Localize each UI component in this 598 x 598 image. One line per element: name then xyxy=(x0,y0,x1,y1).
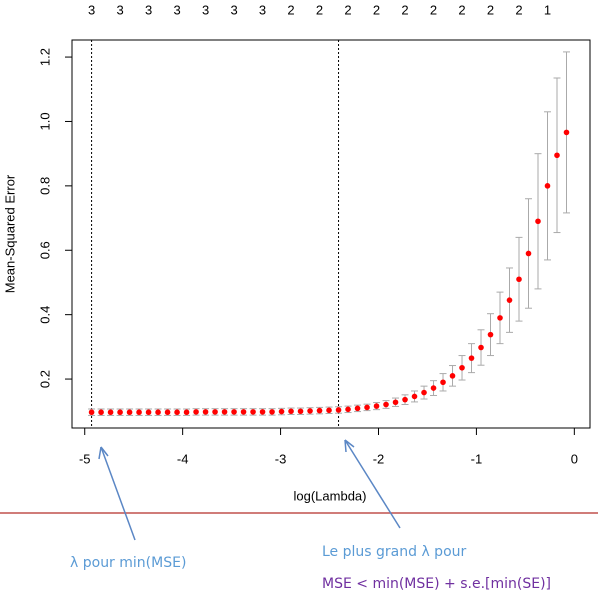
point xyxy=(383,401,389,408)
top-tick-label: 2 xyxy=(458,2,465,17)
y-tick-label: 0.8 xyxy=(37,177,52,195)
point xyxy=(307,408,313,414)
point xyxy=(269,409,275,415)
point xyxy=(107,409,114,416)
top-tick-label: 3 xyxy=(202,2,209,17)
point xyxy=(335,407,342,413)
point xyxy=(411,393,418,400)
top-tick-label: 3 xyxy=(259,2,266,17)
point xyxy=(516,276,522,283)
point xyxy=(174,409,180,416)
point xyxy=(316,407,323,414)
top-tick-label: 2 xyxy=(487,2,494,17)
arrowhead xyxy=(344,439,355,453)
point xyxy=(136,409,142,416)
point xyxy=(297,408,304,415)
top-tick-label: 3 xyxy=(173,2,180,17)
top-tick-label: 3 xyxy=(145,2,152,17)
plot-box xyxy=(71,39,591,429)
top-tick-label: 2 xyxy=(316,2,323,17)
point xyxy=(506,297,513,303)
point xyxy=(563,129,570,136)
top-tick-label: 2 xyxy=(401,2,408,17)
y-axis-label: Mean-Squared Error xyxy=(2,174,17,293)
point xyxy=(193,409,199,415)
annotation: Le plus grand λ pour xyxy=(322,544,467,560)
point xyxy=(373,403,380,409)
point xyxy=(221,409,228,415)
top-tick-label: 3 xyxy=(88,2,95,17)
top-tick-label: 1 xyxy=(544,2,551,17)
x-tick-label: -2 xyxy=(373,451,385,466)
point xyxy=(202,409,209,415)
top-tick-label: 3 xyxy=(230,2,237,17)
point xyxy=(278,408,285,415)
point xyxy=(250,409,256,415)
arrow xyxy=(100,446,136,541)
point xyxy=(240,409,247,415)
arrowhead xyxy=(98,446,109,460)
top-tick-label: 2 xyxy=(373,2,380,17)
point xyxy=(478,344,484,351)
x-tick-label: 0 xyxy=(571,451,578,466)
point xyxy=(497,315,503,321)
x-tick-label: -1 xyxy=(471,451,483,466)
y-tick-label: 0.6 xyxy=(37,241,52,259)
y-tick-label: 1.2 xyxy=(37,48,52,66)
y-tick-label: 0.4 xyxy=(37,306,52,324)
point xyxy=(354,405,361,412)
point xyxy=(231,409,237,415)
point xyxy=(430,385,437,391)
point xyxy=(212,409,218,415)
point xyxy=(421,389,427,396)
top-tick-label: 2 xyxy=(430,2,437,17)
point xyxy=(145,409,152,416)
x-tick-label: -4 xyxy=(177,451,189,466)
y-tick-label: 0.2 xyxy=(37,370,52,388)
point xyxy=(364,404,370,411)
point xyxy=(345,406,351,413)
point xyxy=(468,355,475,361)
point xyxy=(259,409,266,415)
point xyxy=(117,409,123,416)
point xyxy=(440,379,446,386)
point xyxy=(525,250,532,257)
point xyxy=(535,218,541,225)
point xyxy=(459,364,465,371)
x-tick-label: -3 xyxy=(275,451,287,466)
y-tick-label: 1.0 xyxy=(37,112,52,130)
point xyxy=(554,152,560,159)
point xyxy=(326,407,332,414)
annotation: λ pour min(MSE) xyxy=(70,555,186,571)
x-tick-label: -5 xyxy=(79,451,91,466)
point xyxy=(487,331,494,338)
point xyxy=(183,409,190,416)
point xyxy=(98,409,104,416)
top-tick-label: 2 xyxy=(515,2,522,17)
point xyxy=(155,409,161,416)
point xyxy=(88,409,95,416)
top-tick-label: 3 xyxy=(116,2,123,17)
point xyxy=(288,408,294,415)
point xyxy=(544,183,551,189)
top-tick-label: 2 xyxy=(344,2,351,17)
point xyxy=(392,399,399,406)
x-axis-label: log(Lambda) xyxy=(294,488,367,503)
top-tick-label: 2 xyxy=(287,2,294,17)
point xyxy=(402,396,408,403)
point xyxy=(164,409,171,416)
point xyxy=(126,409,133,416)
arrow xyxy=(344,439,401,529)
point xyxy=(449,373,456,379)
annotation: MSE < min(MSE) + s.e.[min(SE)] xyxy=(322,576,551,592)
